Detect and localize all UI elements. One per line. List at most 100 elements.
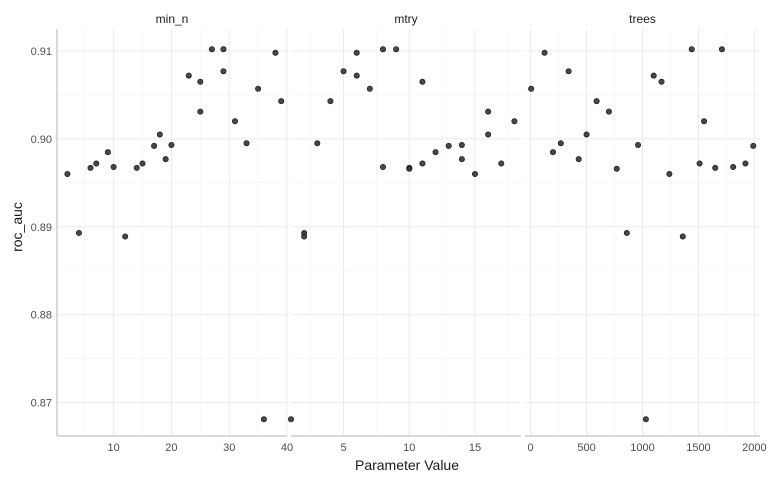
data-point	[393, 46, 400, 53]
x-tick-label: 1500	[686, 442, 710, 454]
data-point	[156, 131, 163, 138]
y-tick-label: 0.90	[31, 134, 52, 146]
x-axis-title: Parameter Value	[355, 457, 459, 473]
y-axis-title: roc_auc	[9, 202, 25, 252]
data-point	[458, 142, 465, 149]
data-point	[379, 164, 386, 171]
data-point	[340, 68, 347, 75]
data-point	[485, 108, 492, 115]
data-point	[379, 46, 386, 53]
data-point	[650, 72, 657, 79]
x-tick-label: 20	[165, 442, 177, 454]
data-point	[635, 142, 642, 149]
data-point	[642, 416, 649, 423]
data-point	[151, 142, 158, 149]
y-tick-label: 0.88	[31, 310, 52, 322]
data-point	[406, 165, 413, 172]
data-point	[613, 165, 620, 172]
data-point	[730, 164, 737, 171]
data-point	[64, 171, 71, 178]
data-point	[260, 416, 267, 423]
axes-layer	[56, 29, 760, 437]
data-point	[742, 160, 749, 167]
data-point	[139, 160, 146, 167]
data-point	[255, 85, 262, 92]
data-point	[458, 156, 465, 163]
data-point	[419, 78, 426, 85]
x-tick-label: 2000	[742, 442, 766, 454]
data-point	[623, 229, 630, 236]
data-point	[185, 72, 192, 79]
data-point	[197, 108, 204, 115]
data-point	[208, 46, 215, 53]
data-point	[718, 46, 725, 53]
data-point	[220, 68, 227, 75]
data-point	[701, 118, 708, 125]
data-point	[471, 171, 478, 178]
data-point	[243, 140, 250, 147]
data-point	[688, 46, 695, 53]
x-tick-label: 15	[469, 442, 481, 454]
points-layer	[64, 46, 757, 423]
data-point	[666, 171, 673, 178]
data-point	[353, 72, 360, 79]
data-point	[93, 160, 100, 167]
data-point	[445, 142, 452, 149]
data-point	[750, 142, 757, 149]
data-point	[220, 46, 227, 53]
data-point	[511, 118, 518, 125]
data-point	[593, 98, 600, 105]
facet-title: trees	[629, 12, 656, 26]
data-point	[314, 140, 321, 147]
y-tick-label: 0.87	[31, 398, 52, 410]
y-tick-label: 0.91	[31, 46, 52, 58]
data-point	[696, 160, 703, 167]
x-tick-label: 500	[577, 442, 595, 454]
data-point	[122, 233, 129, 240]
data-point	[162, 156, 169, 163]
data-point	[168, 142, 175, 149]
data-point	[541, 49, 548, 56]
data-point	[197, 78, 204, 85]
data-point	[87, 164, 94, 171]
x-tick-label: 10	[403, 442, 415, 454]
data-point	[366, 85, 373, 92]
labels-layer: 0.87 0.88 0.89 0.90 0.91 10 20 30 40 min_n 5 10 15 mt…	[31, 12, 767, 454]
data-point	[327, 98, 334, 105]
data-point	[231, 118, 238, 125]
x-tick-label: 30	[223, 442, 235, 454]
data-point	[583, 131, 590, 138]
y-tick-label: 0.89	[31, 222, 52, 234]
data-point	[133, 164, 140, 171]
data-point	[605, 108, 612, 115]
data-point	[287, 416, 294, 423]
data-point	[75, 229, 82, 236]
data-point	[110, 164, 117, 171]
data-point	[272, 49, 279, 56]
data-point	[278, 98, 285, 105]
x-tick-label: 0	[528, 442, 534, 454]
data-point	[104, 149, 111, 156]
data-point	[353, 49, 360, 56]
x-tick-label: 40	[281, 442, 293, 454]
data-point	[712, 164, 719, 171]
data-point	[498, 160, 505, 167]
data-point	[658, 78, 665, 85]
facet-title: min_n	[156, 12, 189, 26]
x-tick-label: 10	[108, 442, 120, 454]
data-point	[528, 85, 535, 92]
data-point	[557, 140, 564, 147]
data-point	[419, 160, 426, 167]
data-point	[432, 149, 439, 156]
data-point	[485, 131, 492, 138]
data-point	[565, 68, 572, 75]
grid-layer	[57, 29, 760, 436]
data-point	[549, 149, 556, 156]
data-point	[679, 233, 686, 240]
facet-title: mtry	[394, 12, 417, 26]
x-tick-label: 5	[341, 442, 347, 454]
data-point	[575, 156, 582, 163]
data-point	[301, 233, 308, 240]
x-tick-label: 1000	[630, 442, 654, 454]
